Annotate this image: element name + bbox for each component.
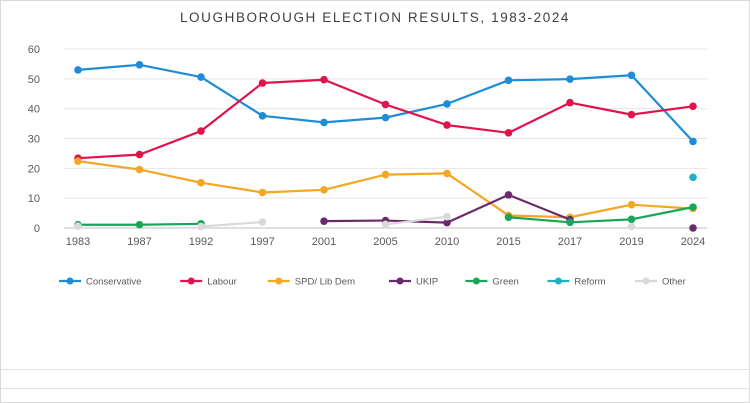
legend-label-reform: Reform (574, 277, 605, 288)
series-line-spd-lib-dem (77, 160, 694, 219)
data-point-labour (504, 129, 513, 137)
data-point-spd-lib-dem (627, 200, 636, 209)
data-point-conservative (258, 112, 267, 120)
data-point-green (135, 220, 144, 229)
data-point-spd-lib-dem (381, 170, 390, 179)
data-point-labour (320, 75, 328, 84)
data-point-spd-lib-dem (320, 186, 328, 194)
data-point-conservative (320, 118, 328, 127)
data-point-conservative (74, 66, 82, 74)
data-point-other (443, 212, 451, 221)
legend-marker-conservative (66, 277, 74, 285)
data-point-conservative (443, 100, 451, 108)
x-tick-label: 1983 (66, 236, 90, 248)
legend-marker-spd-lib-dem (275, 277, 283, 285)
x-tick-label: 2005 (373, 236, 397, 248)
data-point-conservative (381, 113, 390, 122)
data-point-conservative (689, 137, 697, 146)
data-point-other (627, 222, 636, 231)
chart-title: LOUGHBOROUGH ELECTION RESULTS, 1983-2024 (179, 10, 571, 25)
data-point-labour (135, 150, 144, 159)
data-point-green (689, 203, 697, 211)
data-point-reform (689, 173, 697, 182)
data-point-labour (627, 110, 636, 119)
data-point-spd-lib-dem (74, 157, 82, 165)
y-tick-label: 60 (28, 44, 40, 56)
legend-label-other: Other (662, 277, 686, 288)
legend-marker-green (472, 277, 480, 285)
y-tick-label: 10 (28, 193, 40, 205)
legend-label-spd-lib-dem: SPD/ Lib Dem (295, 277, 355, 288)
data-point-labour (566, 98, 574, 107)
data-point-other (381, 220, 390, 229)
x-tick-label: 2010 (435, 236, 459, 248)
legend-marker-ukip (396, 277, 404, 285)
legend-marker-labour (187, 277, 195, 285)
data-point-conservative (197, 73, 205, 81)
data-point-conservative (504, 76, 513, 85)
legend-label-ukip: UKIP (416, 277, 438, 288)
x-tick-label: 2017 (558, 236, 582, 248)
y-tick-label: 20 (28, 163, 40, 175)
data-point-conservative (627, 71, 636, 80)
data-point-other (258, 218, 267, 226)
data-point-ukip (443, 218, 451, 227)
x-tick-label: 1987 (127, 236, 151, 248)
y-tick-label: 40 (28, 104, 40, 116)
y-tick-label: 50 (28, 74, 40, 86)
data-point-conservative (566, 75, 574, 83)
data-point-labour (689, 102, 697, 111)
x-tick-label: 1992 (189, 236, 213, 248)
legend-label-green: Green (492, 277, 518, 288)
data-point-conservative (135, 61, 144, 69)
data-point-spd-lib-dem (258, 188, 267, 197)
data-point-other (197, 222, 205, 231)
data-point-ukip (689, 224, 697, 232)
data-point-spd-lib-dem (197, 178, 205, 187)
data-point-ukip (320, 217, 328, 225)
series-line-green (508, 206, 694, 224)
data-point-green (627, 215, 636, 224)
x-tick-label: 2015 (496, 236, 520, 248)
data-point-labour (258, 79, 267, 87)
series-line-other (200, 220, 263, 228)
x-tick-label: 2024 (681, 236, 705, 248)
legend-marker-other (642, 277, 650, 285)
data-point-labour (381, 100, 390, 109)
series-line-other (385, 215, 448, 226)
data-point-labour (443, 121, 451, 129)
footer-divider-top (1, 369, 749, 370)
data-point-other (74, 222, 82, 231)
data-point-labour (197, 127, 205, 135)
legend-label-labour: Labour (207, 277, 237, 288)
data-point-green (566, 218, 574, 227)
data-point-ukip (504, 191, 513, 199)
x-tick-label: 2019 (619, 236, 643, 248)
x-tick-label: 2001 (312, 236, 336, 248)
y-tick-label: 30 (28, 134, 40, 146)
legend-label-conservative: Conservative (86, 277, 141, 288)
x-tick-label: 1997 (250, 236, 274, 248)
legend-marker-reform (554, 277, 562, 285)
data-point-spd-lib-dem (135, 165, 144, 174)
footer-divider-bottom (1, 388, 749, 389)
y-tick-label: 0 (34, 223, 40, 235)
data-point-spd-lib-dem (443, 169, 451, 178)
data-point-green (504, 213, 513, 222)
